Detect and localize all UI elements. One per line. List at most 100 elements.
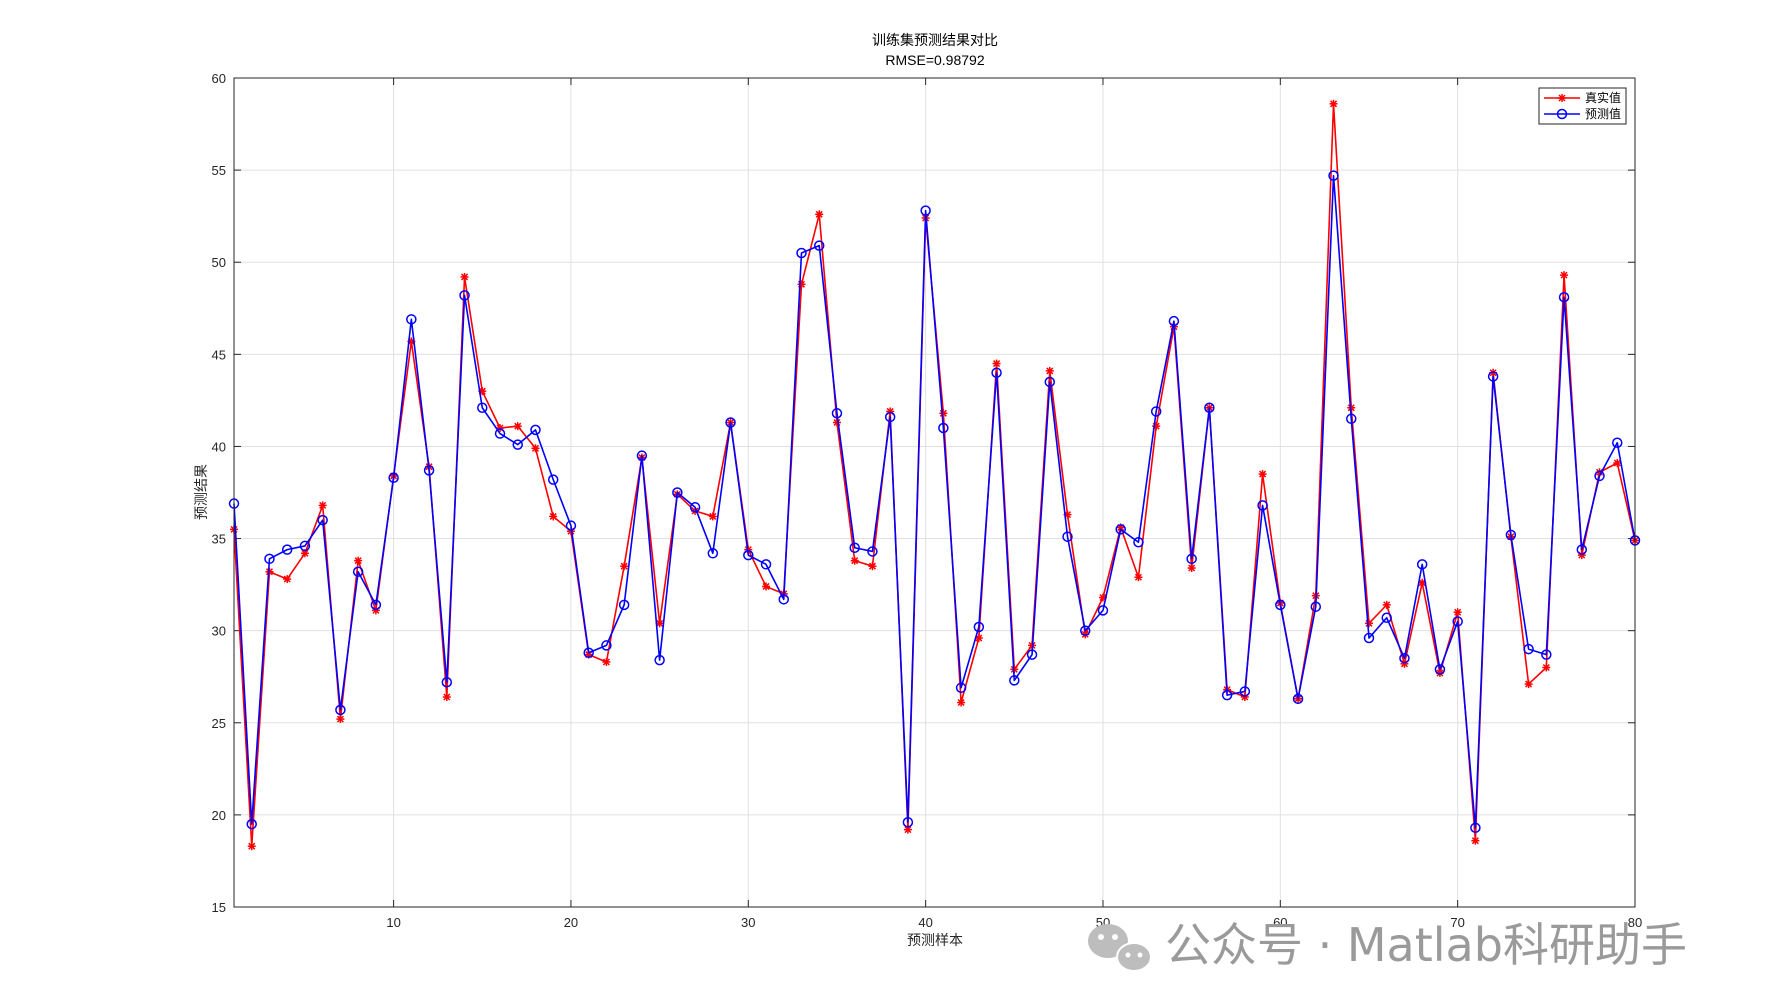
data-point-circle xyxy=(1150,406,1162,417)
data-point-circle xyxy=(618,599,630,611)
data-point-asterisk xyxy=(957,698,966,707)
data-point-asterisk xyxy=(1560,271,1569,280)
data-point-circle xyxy=(423,465,435,476)
axes-box xyxy=(234,78,1635,907)
data-point-asterisk xyxy=(336,715,345,724)
data-point-asterisk xyxy=(531,444,540,453)
wechat-icon xyxy=(1088,924,1152,972)
data-point-asterisk xyxy=(1329,99,1338,108)
data-point-asterisk xyxy=(1187,564,1196,573)
data-point-asterisk xyxy=(1542,663,1551,672)
x-tick-label: 80 xyxy=(1628,915,1642,930)
data-point-circle xyxy=(920,205,931,216)
data-point-asterisk xyxy=(708,512,717,521)
legend: 真实值 预测值 xyxy=(1538,87,1627,125)
data-point-asterisk xyxy=(247,842,256,851)
data-point-asterisk xyxy=(1045,366,1054,375)
watermark: 公众号 · Matlab科研助手 xyxy=(1088,918,1687,972)
data-point-asterisk xyxy=(620,562,629,571)
data-point-circle xyxy=(565,520,577,531)
legend-pred-marker xyxy=(1556,108,1568,120)
data-point-circle xyxy=(1576,544,1588,555)
data-point-circle xyxy=(796,247,807,259)
data-point-circle xyxy=(530,424,541,436)
data-point-circle xyxy=(743,549,754,561)
data-point-circle xyxy=(1363,632,1375,644)
data-point-circle xyxy=(299,540,311,552)
data-point-asterisk xyxy=(318,501,327,510)
data-point-circle xyxy=(1221,689,1233,701)
data-point-circle xyxy=(1399,653,1410,664)
data-point-asterisk xyxy=(283,575,292,584)
y-axis-label: 预测结果 xyxy=(194,464,210,520)
data-point-circle xyxy=(1204,402,1215,414)
data-point-circle xyxy=(831,408,843,419)
data-point-circle xyxy=(1009,675,1020,686)
data-point-circle xyxy=(1328,170,1339,181)
data-point-circle xyxy=(1062,531,1073,542)
data-point-asterisk xyxy=(549,512,558,521)
data-point-circle xyxy=(317,514,328,526)
data-point-circle xyxy=(1470,822,1481,834)
data-point-circle xyxy=(264,553,275,565)
data-point-circle xyxy=(1452,616,1463,627)
data-point-circle xyxy=(1416,559,1428,570)
chart-subtitle: RMSE=0.98792 xyxy=(885,52,984,68)
data-point-circle xyxy=(1044,376,1056,388)
data-point-circle xyxy=(813,240,825,251)
data-point-circle xyxy=(973,621,985,633)
data-point-asterisk xyxy=(513,422,522,431)
data-point-circle xyxy=(1168,315,1180,327)
y-tick-label: 15 xyxy=(212,900,226,915)
y-tick-label: 25 xyxy=(212,716,226,731)
data-point-circle xyxy=(406,314,417,325)
data-point-circle xyxy=(654,654,665,666)
data-point-asterisk xyxy=(1453,608,1462,617)
data-point-circle xyxy=(707,548,719,559)
legend-box xyxy=(1538,87,1627,125)
y-tick-label: 35 xyxy=(212,532,226,547)
x-tick-label: 10 xyxy=(386,915,400,930)
data-point-circle xyxy=(1186,553,1197,565)
y-tick-label: 55 xyxy=(212,163,226,178)
data-point-circle xyxy=(388,472,399,484)
data-point-circle xyxy=(955,682,967,694)
data-point-asterisk xyxy=(832,418,841,427)
x-tick-label: 20 xyxy=(564,915,578,930)
data-point-asterisk xyxy=(815,210,824,219)
data-point-circle xyxy=(1257,500,1268,511)
data-point-circle xyxy=(672,487,683,498)
data-point-circle xyxy=(849,542,860,554)
data-point-circle xyxy=(441,676,453,688)
data-point-circle xyxy=(1133,536,1144,548)
data-point-asterisk xyxy=(300,549,309,558)
data-point-circle xyxy=(459,290,470,301)
data-point-asterisk xyxy=(868,562,877,571)
data-point-circle xyxy=(778,594,790,605)
legend-pred-label: 预测值 xyxy=(1585,106,1621,121)
data-point-circle xyxy=(938,422,949,434)
y-tick-label: 30 xyxy=(212,624,226,639)
data-point-asterisk xyxy=(460,272,469,281)
data-point-circle xyxy=(1115,524,1126,535)
data-point-asterisk xyxy=(1364,619,1373,628)
y-tick-label: 60 xyxy=(212,71,226,86)
data-point-asterisk xyxy=(850,556,859,565)
y-tick-label: 40 xyxy=(212,439,226,454)
data-point-circle xyxy=(1079,625,1091,636)
data-point-asterisk xyxy=(992,359,1001,368)
axes-border xyxy=(233,77,1636,908)
data-point-circle xyxy=(547,474,559,485)
data-point-circle xyxy=(1292,693,1304,705)
data-series xyxy=(228,99,1641,851)
series-pred xyxy=(228,170,1641,834)
data-point-circle xyxy=(494,428,506,439)
data-point-asterisk xyxy=(1471,836,1480,845)
watermark-text: 公众号 · Matlab科研助手 xyxy=(1165,918,1687,972)
x-axis-label: 预测样本 xyxy=(907,933,963,949)
data-point-circle xyxy=(1097,605,1109,616)
x-tick-label: 60 xyxy=(1273,915,1287,930)
data-point-asterisk xyxy=(1613,459,1622,468)
data-point-circle xyxy=(1275,599,1286,611)
